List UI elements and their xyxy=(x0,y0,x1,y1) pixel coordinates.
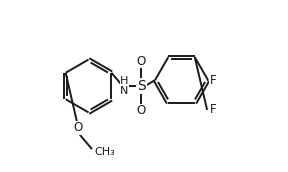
Text: CH₃: CH₃ xyxy=(94,147,115,157)
Text: F: F xyxy=(210,73,216,87)
Text: O: O xyxy=(137,104,146,117)
Text: O: O xyxy=(137,55,146,68)
Text: H
N: H N xyxy=(120,76,128,96)
Text: O: O xyxy=(74,121,83,134)
Text: F: F xyxy=(210,103,216,116)
Text: S: S xyxy=(137,79,146,93)
